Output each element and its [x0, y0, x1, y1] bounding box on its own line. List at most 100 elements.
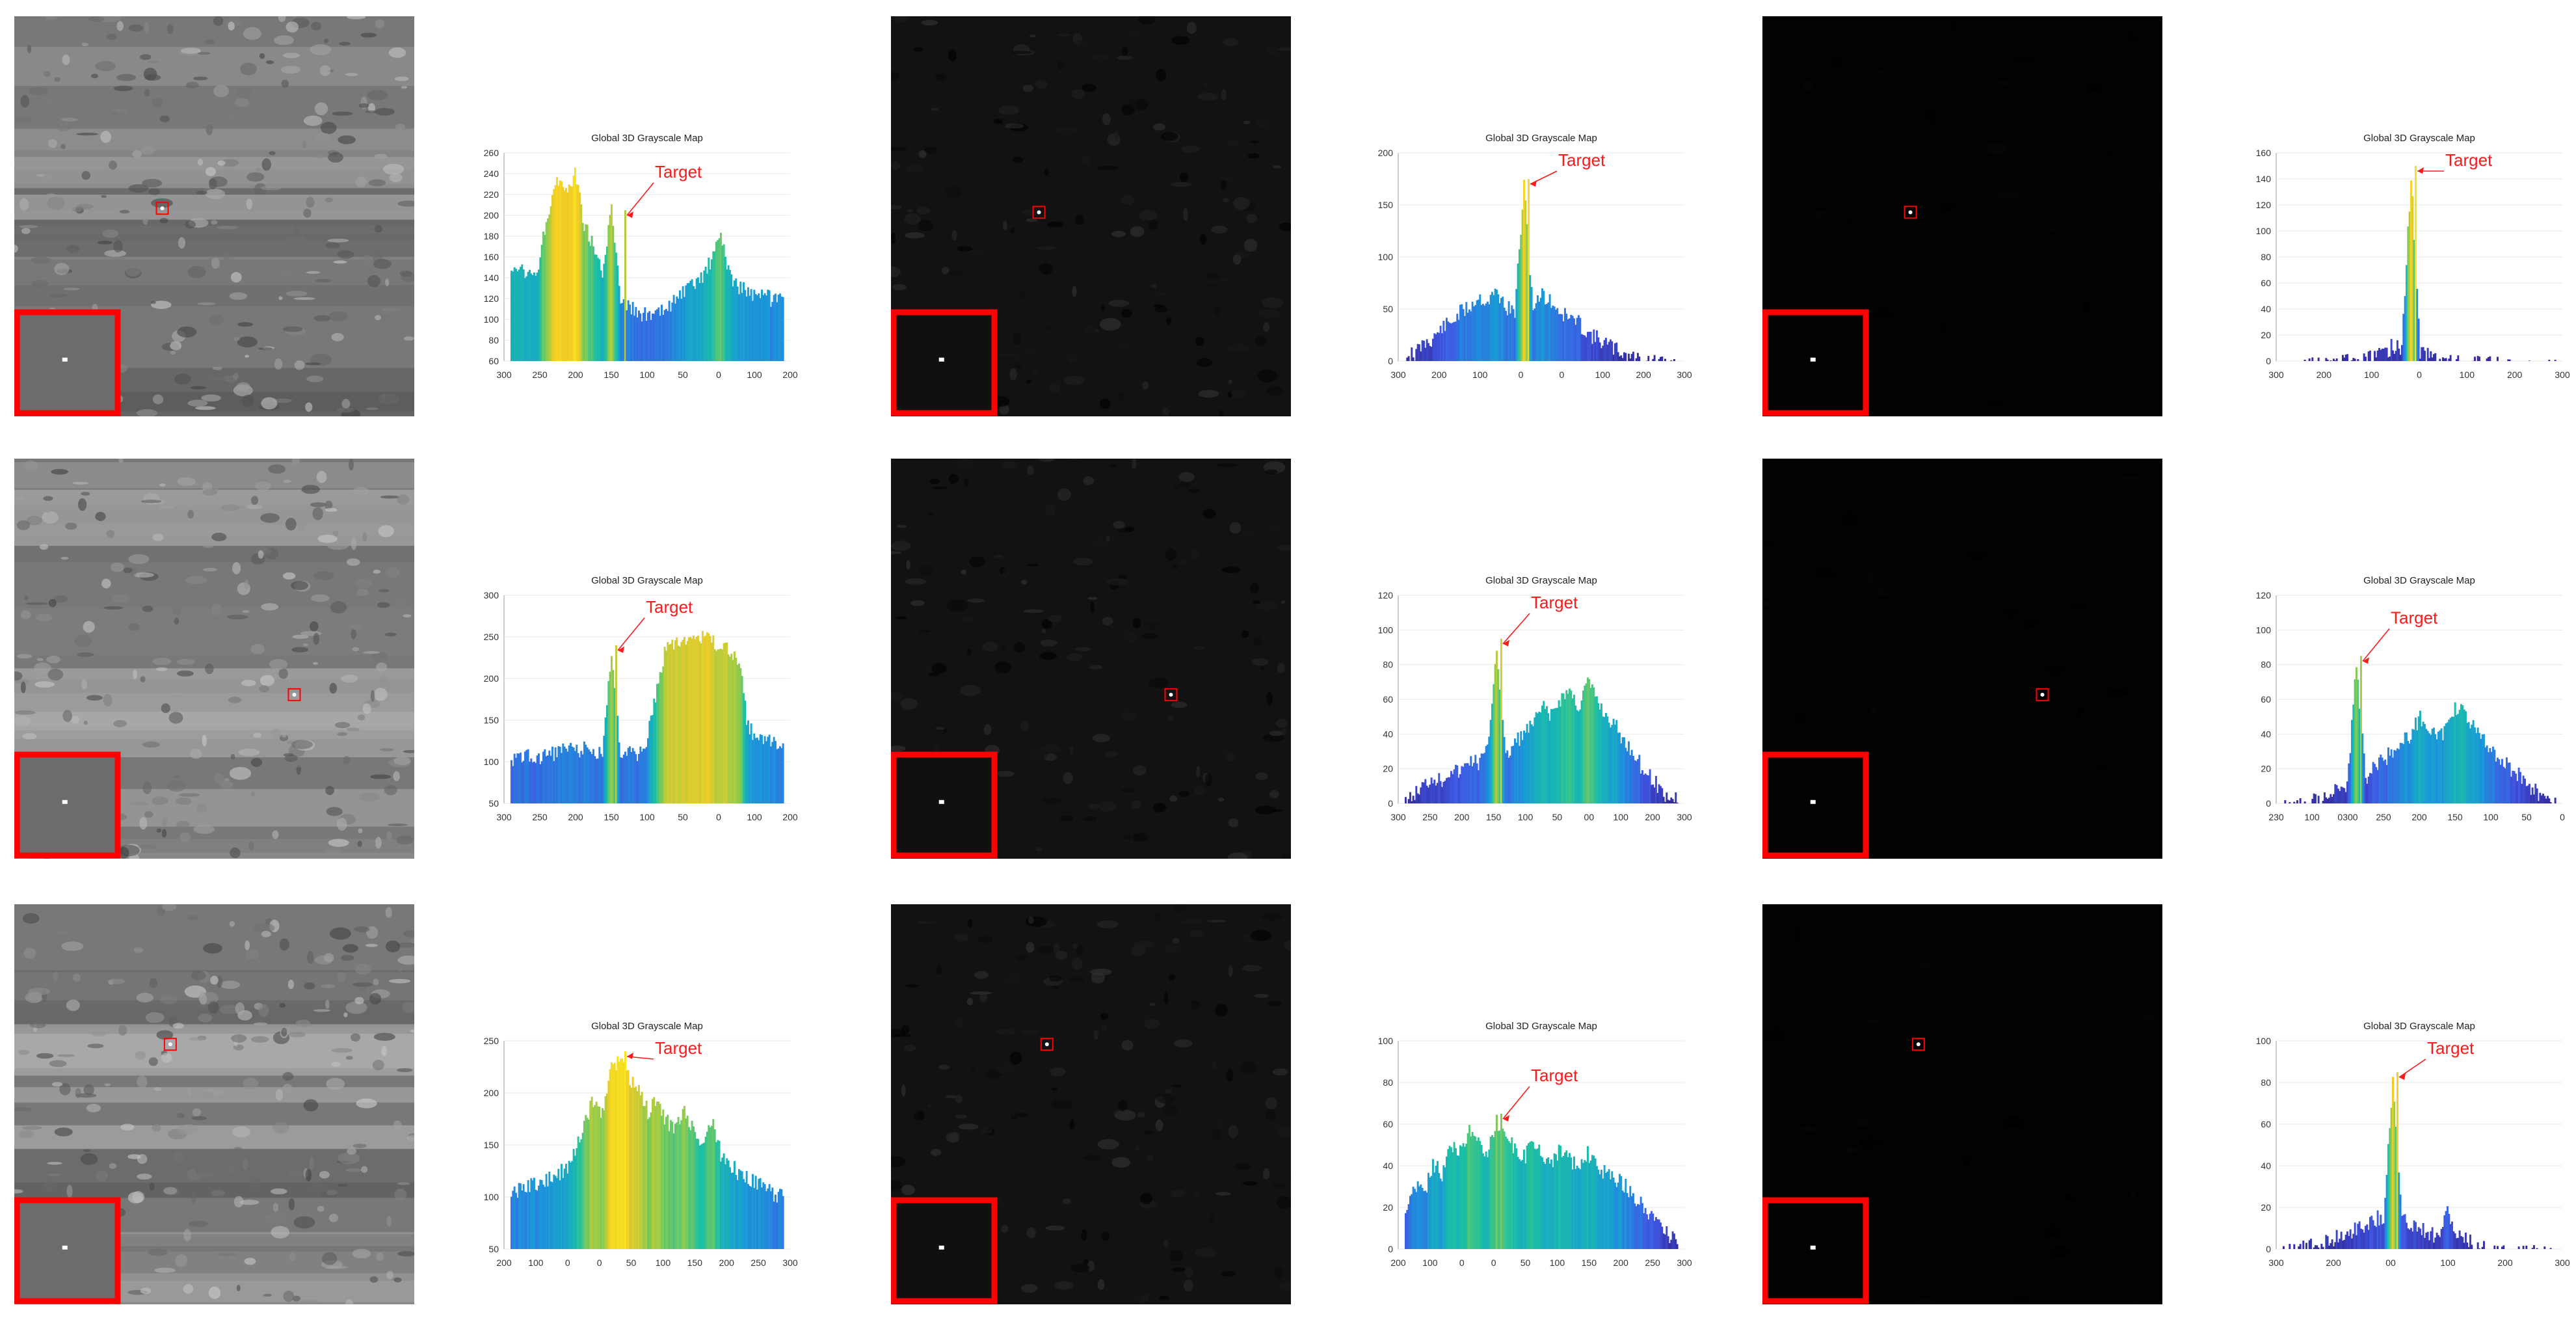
texture-blob [1178, 720, 1195, 725]
texture-blob [203, 567, 217, 572]
texture-blob [1083, 1154, 1101, 1161]
surface-column [2424, 351, 2426, 361]
texture-blob [402, 1002, 414, 1014]
surface-column [1506, 1138, 1509, 1249]
surface-column [2397, 1072, 2398, 1249]
texture-blob [1178, 790, 1189, 798]
texture-blob [36, 174, 46, 177]
surface-column [1467, 312, 1469, 361]
surface-column [2492, 746, 2494, 803]
texture-blob [14, 671, 23, 680]
surface-column [2410, 739, 2412, 803]
z-tick-label: 100 [484, 757, 499, 767]
inset-background [894, 312, 994, 413]
surface-column [629, 746, 631, 803]
texture-blob [351, 1033, 361, 1042]
surface-column [1524, 200, 1527, 361]
x-tick-label: 200 [2411, 812, 2427, 822]
texture-blob [1047, 615, 1063, 623]
texture-blob [128, 184, 149, 193]
texture-blob [1162, 407, 1170, 416]
texture-blob [1230, 390, 1246, 399]
texture-blob [246, 198, 253, 209]
texture-blob [1993, 505, 2012, 511]
texture-blob [1050, 1067, 1066, 1077]
texture-blob [1108, 299, 1130, 307]
surface-column [1573, 318, 1575, 361]
surface-column [2510, 776, 2512, 803]
surface-column [2495, 761, 2497, 803]
surface-column [2387, 357, 2389, 361]
surface-column [1450, 323, 1452, 361]
surface-column [1534, 1148, 1536, 1249]
surface-column [761, 734, 763, 803]
z-tick-label: 250 [484, 1036, 499, 1046]
texture-blob [337, 732, 348, 736]
surface-column [2378, 757, 2380, 803]
surface-column [2448, 720, 2450, 803]
x-tick-label: 50 [678, 812, 688, 822]
surface-column [1498, 1130, 1501, 1249]
texture-blob [47, 196, 65, 210]
surface-column [1538, 301, 1541, 361]
surface-column [2375, 1226, 2378, 1249]
texture-blob [26, 515, 42, 526]
texture-blob [2024, 620, 2037, 627]
texture-blob [208, 1286, 221, 1299]
plot-canvas: Global 3D Grayscale Map02040608010012030… [1378, 575, 1692, 822]
surface-column [1591, 684, 1593, 803]
surface-column [2337, 788, 2339, 803]
texture-blob [1106, 535, 1110, 542]
surface-column [531, 1180, 534, 1249]
surface-column [2376, 1210, 2379, 1249]
texture-blob [1071, 88, 1085, 99]
x-tick-label: 0300 [2337, 812, 2357, 822]
texture-blob [201, 394, 221, 402]
surface-column [647, 1119, 649, 1249]
texture-blob [1106, 578, 1128, 586]
surface-column [663, 647, 666, 803]
surface-column [777, 1192, 780, 1249]
surface-column [1500, 638, 1502, 803]
surface-column [1558, 1144, 1560, 1249]
texture-blob [228, 112, 235, 120]
texture-blob [159, 505, 175, 510]
texture-blob [86, 695, 103, 701]
surface-column [706, 273, 708, 361]
texture-blob [352, 487, 369, 496]
image-canvas [1762, 459, 2162, 859]
surface-column [1593, 1155, 1595, 1249]
texture-blob [60, 117, 78, 122]
texture-blob [1020, 720, 1029, 732]
surface-column [682, 286, 684, 361]
texture-blob [192, 1175, 202, 1181]
surface-column [2402, 744, 2405, 803]
texture-blob [1215, 1003, 1228, 1017]
texture-blob [1180, 172, 1189, 183]
texture-blob [83, 621, 95, 633]
surface-plot-r2c6: Global 3D Grayscale Map 0 20 40 60 80 100 120 23… [2237, 569, 2575, 842]
target-point [160, 206, 165, 211]
surface-column [1470, 311, 1472, 361]
surface-column [591, 235, 593, 361]
surface-column [665, 308, 667, 361]
texture-blob [2065, 1194, 2074, 1200]
surface-column [2408, 211, 2411, 361]
surface-column [2448, 358, 2450, 361]
surface-column [645, 747, 648, 803]
surface-column [1552, 305, 1554, 361]
texture-blob [271, 1226, 290, 1239]
texture-blob [927, 1103, 933, 1109]
texture-blob [31, 256, 51, 264]
texture-blob [31, 280, 49, 288]
surface-column [2393, 1101, 2396, 1249]
surface-column [1483, 753, 1486, 803]
texture-blob [1228, 818, 1239, 827]
surface-column [626, 755, 628, 803]
texture-blob [107, 978, 126, 984]
texture-blob [918, 630, 931, 633]
surface-column [568, 1161, 570, 1249]
texture-blob [236, 1284, 241, 1291]
texture-blob [183, 1284, 194, 1294]
texture-blob [1057, 33, 1072, 37]
